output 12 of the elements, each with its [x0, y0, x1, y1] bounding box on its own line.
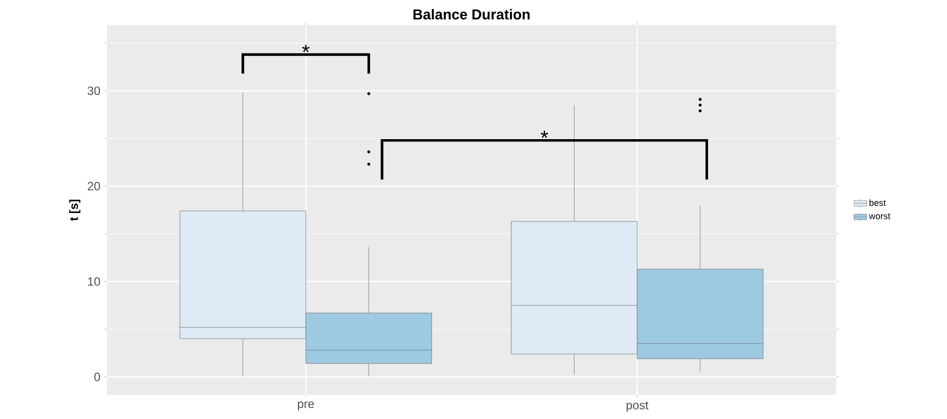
y-tick-label: 20: [88, 182, 100, 190]
y-tick-label: 0: [94, 372, 100, 382]
y-axis-title: t [s]: [69, 200, 80, 221]
annotation: *: [302, 44, 310, 52]
legend-label: worst: [868, 213, 890, 220]
x-tick-label: post: [626, 402, 648, 412]
y-tick-label: 10: [88, 277, 100, 286]
x-tick-label: pre: [298, 402, 314, 410]
y-tick-label: 30: [88, 86, 100, 96]
chart-title: Balance Duration: [413, 8, 530, 20]
text: best: [870, 199, 886, 206]
annotation: *: [540, 130, 548, 138]
